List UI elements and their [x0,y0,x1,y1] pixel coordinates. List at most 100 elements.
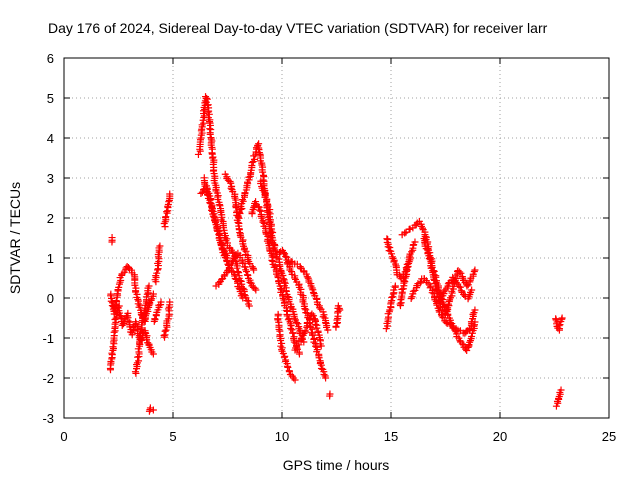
track-arc-13 [212,249,260,294]
data-point [237,203,245,211]
data-point [235,284,243,292]
track-arc-29 [420,235,479,318]
track-arc-4 [131,282,153,377]
data-point [108,238,116,246]
data-point [265,213,273,221]
chart-title: Day 176 of 2024, Sidereal Day-to-day VTE… [48,20,548,36]
data-point [239,294,247,302]
data-point [266,210,274,218]
data-point [137,327,145,335]
data-point [416,279,424,287]
data-point [259,218,267,226]
x-axis-ticks: 0 5 10 15 20 25 [60,58,616,444]
data-point [242,266,250,274]
data-point [405,258,413,266]
data-point [467,318,475,326]
track-arc-30 [435,273,476,306]
data-point [466,338,474,346]
data-point [139,312,147,320]
data-point [240,246,248,254]
x-tick-label: 20 [493,429,507,444]
data-point [205,107,213,115]
track-arc-28 [407,275,479,337]
data-point [145,282,153,290]
data-point [112,297,120,305]
data-point [153,269,161,277]
data-point [149,406,157,414]
track-arc-22 [326,390,334,400]
data-point [131,368,139,376]
data-point [154,266,162,274]
data-point [291,376,299,384]
data-point [112,314,120,322]
data-point [466,326,474,334]
data-point [439,314,447,322]
x-tick-label: 0 [60,429,67,444]
data-point [271,246,279,254]
track-arc-31 [552,314,566,334]
data-point [243,268,251,276]
data-point [395,271,403,279]
data-point [197,189,205,197]
data-point [462,328,470,336]
data-point [326,390,334,398]
data-point [149,350,157,358]
y-tick-label: -1 [42,331,54,346]
y-axis-ticks: -3 -2 -1 0 1 2 3 4 5 6 [42,51,609,426]
data-point [388,250,396,258]
data-point [396,300,404,308]
data-point [468,332,476,340]
data-point [324,326,332,334]
data-point [310,338,318,346]
data-point [316,304,324,312]
track-arc-17 [257,177,308,346]
data-point [160,219,168,227]
data-point [160,331,168,339]
y-tick-label: -2 [42,371,54,386]
data-point [430,275,438,283]
data-point [309,331,317,339]
data-point [320,371,328,379]
track-arc-20 [285,257,332,334]
data-point [156,242,164,250]
y-axis-label: SDTVAR / TECUs [7,182,23,294]
data-point [448,322,456,330]
track-arc-18 [274,310,299,384]
data-point [419,224,427,232]
data-point [208,206,216,214]
data-point [397,296,405,304]
track-arc-26 [396,254,415,310]
data-point [457,287,465,295]
data-point [289,329,297,337]
data-point [234,218,242,226]
data-point [425,255,433,263]
data-point [164,202,172,210]
data-point [388,293,396,301]
grid-lines [64,58,609,418]
data-point [164,305,172,313]
plot-frame [63,57,610,419]
data-points [106,93,566,415]
data-point [313,324,321,332]
data-point [301,327,309,335]
data-point [236,210,244,218]
data-point [291,314,299,322]
data-point [124,317,132,325]
track-arc-10 [194,93,253,310]
data-point [232,251,240,259]
data-point [436,296,444,304]
data-point [409,287,417,295]
data-point [163,208,171,216]
data-point [404,263,412,271]
data-point [165,198,173,206]
data-point [336,306,344,314]
x-tick-label: 5 [169,429,176,444]
data-point [468,286,476,294]
data-point [166,190,174,198]
data-point [135,339,143,347]
data-point [556,321,564,329]
data-point [442,318,450,326]
data-point [256,206,264,214]
data-point [226,262,234,270]
